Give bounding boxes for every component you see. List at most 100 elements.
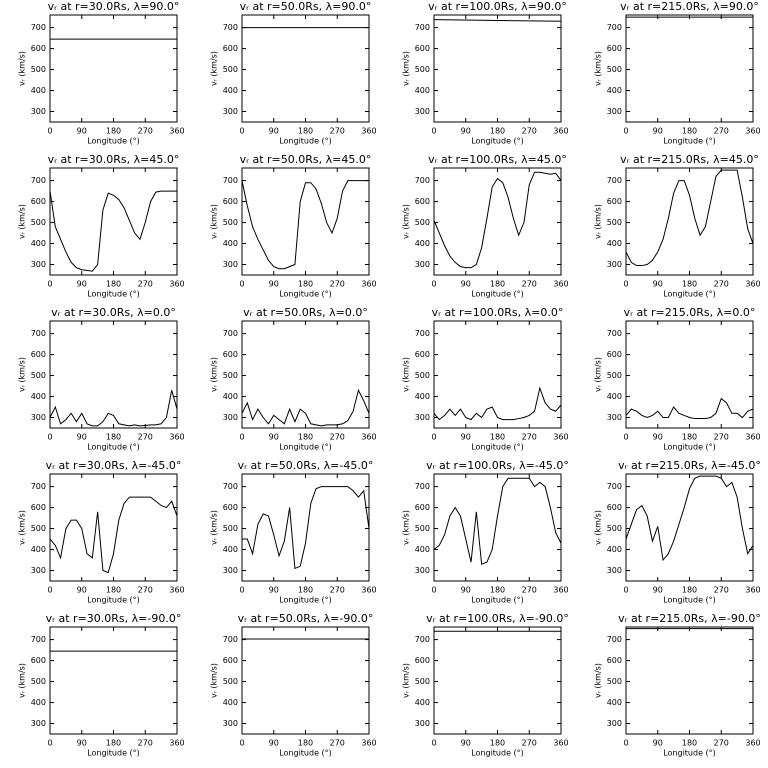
x-tick-label: 270 xyxy=(714,280,729,289)
panel-title: vᵣ at r=100.0Rs, λ=0.0° xyxy=(432,306,564,319)
y-tick-label: 500 xyxy=(415,677,430,686)
y-tick-label: 500 xyxy=(223,65,238,74)
y-tick-label: 400 xyxy=(607,86,622,95)
x-tick-label: 90 xyxy=(77,586,87,595)
y-tick-label: 700 xyxy=(415,482,430,491)
x-tick-label: 360 xyxy=(361,739,376,748)
y-tick-label: 300 xyxy=(415,107,430,116)
y-axis-label: vᵣ (km/s) xyxy=(594,663,603,698)
y-tick-label: 400 xyxy=(223,86,238,95)
x-tick-label: 270 xyxy=(714,127,729,136)
x-axis-label: Longitude (°) xyxy=(279,749,332,758)
panel-title: vᵣ at r=215.0Rs, λ=45.0° xyxy=(620,153,759,166)
y-tick-label: 300 xyxy=(223,107,238,116)
x-tick-label: 0 xyxy=(431,586,436,595)
y-axis-label: vᵣ (km/s) xyxy=(210,663,219,698)
x-axis-label: Longitude (°) xyxy=(663,137,716,146)
x-tick-label: 90 xyxy=(77,280,87,289)
y-tick-label: 300 xyxy=(415,719,430,728)
y-tick-label: 700 xyxy=(415,176,430,185)
y-tick-label: 300 xyxy=(223,260,238,269)
y-tick-label: 300 xyxy=(607,719,622,728)
y-tick-label: 600 xyxy=(607,350,622,359)
data-line xyxy=(241,388,370,427)
y-tick-label: 600 xyxy=(31,197,46,206)
x-tick-label: 270 xyxy=(138,586,153,595)
y-tick-label: 600 xyxy=(607,656,622,665)
x-tick-label: 360 xyxy=(745,280,760,289)
x-tick-label: 180 xyxy=(106,433,121,442)
data-line xyxy=(49,190,177,272)
data-line xyxy=(625,397,754,420)
y-tick-label: 400 xyxy=(415,392,430,401)
y-axis-label: vᵣ (km/s) xyxy=(402,204,411,239)
y-axis-label: vᵣ (km/s) xyxy=(18,663,27,698)
y-tick-label: 600 xyxy=(223,350,238,359)
y-axis-label: vᵣ (km/s) xyxy=(18,204,27,239)
y-axis-label: vᵣ (km/s) xyxy=(18,51,27,86)
y-tick-label: 700 xyxy=(607,482,622,491)
plot-frame xyxy=(241,320,370,429)
y-tick-label: 400 xyxy=(223,392,238,401)
plot-frame xyxy=(49,320,178,429)
plot-frame xyxy=(433,473,562,582)
x-tick-label: 360 xyxy=(553,127,568,136)
x-tick-label: 270 xyxy=(522,127,537,136)
x-tick-label: 90 xyxy=(461,127,471,136)
y-tick-label: 300 xyxy=(415,413,430,422)
y-tick-label: 500 xyxy=(223,677,238,686)
y-tick-label: 300 xyxy=(607,260,622,269)
x-tick-label: 0 xyxy=(239,433,244,442)
x-tick-label: 360 xyxy=(169,280,184,289)
y-tick-label: 500 xyxy=(415,218,430,227)
y-tick-label: 700 xyxy=(31,176,46,185)
y-tick-label: 700 xyxy=(223,23,238,32)
y-tick-label: 700 xyxy=(607,176,622,185)
y-tick-label: 600 xyxy=(223,44,238,53)
x-tick-label: 90 xyxy=(653,127,663,136)
x-tick-label: 270 xyxy=(138,280,153,289)
y-axis-label: vᵣ (km/s) xyxy=(594,204,603,239)
x-axis-label: Longitude (°) xyxy=(663,290,716,299)
x-tick-label: 180 xyxy=(106,739,121,748)
x-tick-label: 0 xyxy=(431,280,436,289)
data-line xyxy=(433,477,562,565)
panel-title: vᵣ at r=50.0Rs, λ=-90.0° xyxy=(238,612,374,625)
y-tick-label: 600 xyxy=(223,197,238,206)
x-tick-label: 180 xyxy=(298,739,313,748)
panel-title: vᵣ at r=215.0Rs, λ=0.0° xyxy=(624,306,756,319)
x-tick-label: 270 xyxy=(330,433,345,442)
y-tick-label: 600 xyxy=(607,503,622,512)
y-tick-label: 400 xyxy=(31,239,46,248)
x-tick-label: 180 xyxy=(682,280,697,289)
x-tick-label: 270 xyxy=(714,586,729,595)
x-tick-label: 0 xyxy=(431,433,436,442)
y-axis-label: vᵣ (km/s) xyxy=(210,510,219,545)
y-tick-label: 700 xyxy=(223,482,238,491)
y-tick-label: 400 xyxy=(223,239,238,248)
y-tick-label: 400 xyxy=(31,545,46,554)
data-line xyxy=(433,386,562,421)
y-tick-label: 700 xyxy=(223,329,238,338)
x-tick-label: 90 xyxy=(269,127,279,136)
y-tick-label: 500 xyxy=(223,218,238,227)
panel-title: vᵣ at r=100.0Rs, λ=45.0° xyxy=(428,153,567,166)
x-tick-label: 180 xyxy=(106,280,121,289)
x-tick-label: 90 xyxy=(653,433,663,442)
x-tick-label: 360 xyxy=(745,433,760,442)
x-tick-label: 360 xyxy=(745,127,760,136)
y-tick-label: 700 xyxy=(31,23,46,32)
y-tick-label: 500 xyxy=(415,524,430,533)
x-tick-label: 360 xyxy=(553,739,568,748)
y-tick-label: 400 xyxy=(415,698,430,707)
x-tick-label: 360 xyxy=(553,433,568,442)
data-line xyxy=(433,19,562,22)
panel-title: vᵣ at r=30.0Rs, λ=45.0° xyxy=(48,153,180,166)
x-axis-label: Longitude (°) xyxy=(663,596,716,605)
x-tick-label: 0 xyxy=(623,280,628,289)
x-tick-label: 90 xyxy=(653,586,663,595)
x-tick-label: 270 xyxy=(522,280,537,289)
data-line xyxy=(433,171,562,269)
x-tick-label: 90 xyxy=(461,739,471,748)
x-tick-label: 270 xyxy=(330,127,345,136)
